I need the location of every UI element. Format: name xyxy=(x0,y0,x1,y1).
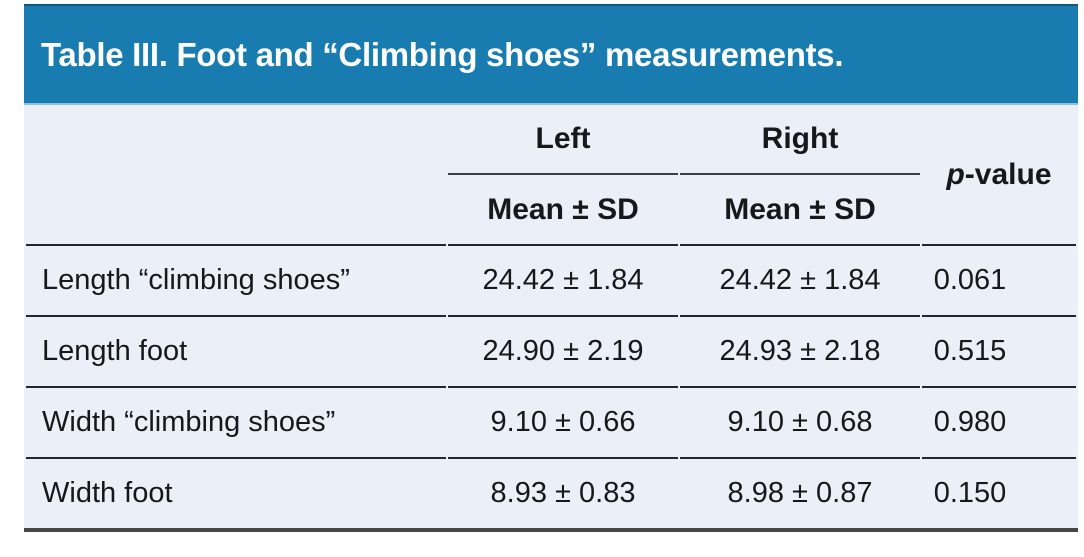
table-title: Table III. Foot and “Climbing shoes” mea… xyxy=(41,35,844,73)
row-label: Length “climbing shoes” xyxy=(26,244,446,315)
p-value-cell: 0.150 xyxy=(922,457,1076,528)
table-row: Width “climbing shoes” 9.10 ± 0.66 9.10 … xyxy=(26,386,1076,457)
right-mean-sd-value: 9.10 ± 0.68 xyxy=(680,386,920,457)
group-header-row: Left Right p-value xyxy=(26,105,1076,191)
row-label: Length foot xyxy=(26,315,446,386)
left-mean-sd-value: 9.10 ± 0.66 xyxy=(448,386,678,457)
right-mean-sd-value: 24.93 ± 2.18 xyxy=(680,315,920,386)
pvalue-italic-p: p xyxy=(946,157,965,191)
subheader-mean-sd-right: Mean ± SD xyxy=(724,192,876,226)
measurements-table: Left Right p-value Mean ± SD Mean ± SD L… xyxy=(24,105,1078,532)
table-title-band: Table III. Foot and “Climbing shoes” mea… xyxy=(24,4,1078,105)
row-label: Width “climbing shoes” xyxy=(26,386,446,457)
right-mean-sd-value: 8.98 ± 0.87 xyxy=(680,457,920,528)
table-row: Length “climbing shoes” 24.42 ± 1.84 24.… xyxy=(26,244,1076,315)
p-value-cell: 0.061 xyxy=(922,244,1076,315)
table-row: Width foot 8.93 ± 0.83 8.98 ± 0.87 0.150 xyxy=(26,457,1076,528)
p-value-cell: 0.980 xyxy=(922,386,1076,457)
subheader-row: Mean ± SD Mean ± SD xyxy=(26,175,1076,244)
left-mean-sd-value: 24.90 ± 2.19 xyxy=(448,315,678,386)
p-value-cell: 0.515 xyxy=(922,315,1076,386)
row-label: Width foot xyxy=(26,457,446,528)
column-group-right: Right xyxy=(680,105,920,175)
table-body: Length “climbing shoes” 24.42 ± 1.84 24.… xyxy=(26,244,1076,528)
pvalue-column-header: p-value xyxy=(922,105,1076,244)
column-group-left: Left xyxy=(448,105,678,175)
right-mean-sd-value: 24.42 ± 1.84 xyxy=(680,244,920,315)
left-mean-sd-value: 8.93 ± 0.83 xyxy=(448,457,678,528)
pvalue-label-rest: -value xyxy=(964,157,1052,191)
subheader-mean-sd-left: Mean ± SD xyxy=(487,192,639,226)
table-row: Length foot 24.90 ± 2.19 24.93 ± 2.18 0.… xyxy=(26,315,1076,386)
empty-corner-cell xyxy=(26,105,446,244)
left-mean-sd-value: 24.42 ± 1.84 xyxy=(448,244,678,315)
table-header: Left Right p-value Mean ± SD Mean ± SD xyxy=(26,105,1076,244)
